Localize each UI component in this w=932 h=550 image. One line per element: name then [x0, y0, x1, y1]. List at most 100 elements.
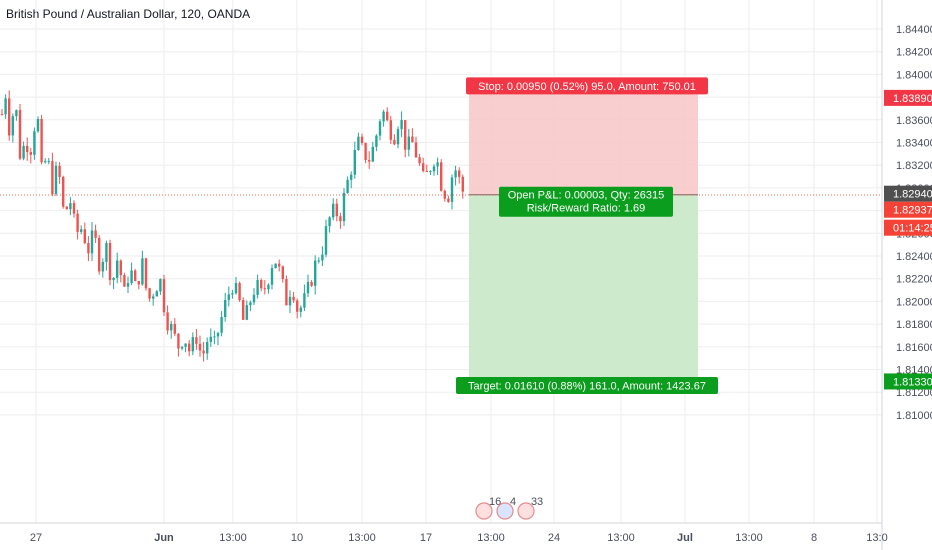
candle-body [288, 296, 292, 306]
candle-body [130, 270, 133, 284]
candle-body [170, 323, 173, 331]
event-count: 4 [510, 496, 516, 508]
candle-body [209, 336, 212, 342]
candle-body [22, 145, 25, 159]
chart-title: British Pound / Australian Dollar, 120, … [6, 7, 251, 21]
candle-body [447, 198, 450, 202]
stop-loss-zone[interactable] [469, 86, 698, 195]
candle-body [238, 283, 241, 301]
countdown-tag: 01:14:25 [893, 223, 932, 235]
candle-body [18, 110, 22, 159]
candle-body [213, 336, 216, 338]
candle-body [180, 346, 184, 349]
candle-body [371, 146, 374, 162]
candle-body [303, 293, 306, 308]
candle-body [317, 260, 320, 262]
candle-body [245, 305, 248, 320]
y-tick-label: 1.82400 [896, 251, 932, 263]
candle-body [310, 281, 313, 286]
candle-body [112, 277, 115, 281]
candle-body [292, 296, 295, 301]
candle-body [141, 258, 144, 285]
y-tick-label: 1.82000 [896, 296, 932, 308]
candle-body [162, 279, 166, 313]
candle-body [386, 111, 389, 121]
y-tick-label: 1.83400 [896, 138, 932, 150]
x-tick-label: 10 [291, 532, 303, 544]
stop-label: Stop: 0.00950 (0.52%) 95.0, Amount: 750.… [478, 81, 696, 93]
candle-body [274, 263, 277, 269]
candle-body [350, 174, 353, 180]
candle-body [188, 343, 191, 352]
y-tick-label: 1.82200 [896, 274, 932, 286]
candle-body [4, 98, 7, 115]
current-price-tag-bg[interactable] [884, 201, 932, 218]
candle-body [422, 163, 425, 172]
event-count: 3 [531, 496, 537, 508]
candle-body [270, 268, 274, 285]
candle-body [393, 139, 396, 145]
candle-body [411, 136, 414, 143]
y-tick-label: 1.81000 [896, 410, 932, 422]
economic-events[interactable]: 16 4 3 3 [475, 496, 543, 520]
y-tick-label: 1.84000 [896, 69, 932, 81]
candle-body [101, 261, 104, 272]
candle-body [339, 216, 342, 222]
candle-body [242, 300, 245, 320]
candle-body [148, 288, 151, 299]
y-tick-label: 1.83600 [896, 115, 932, 127]
entry-price-tag-bg[interactable] [884, 185, 932, 202]
x-tick-label: 13:00 [607, 532, 635, 544]
candle-body [278, 263, 281, 267]
candles [0, 90, 464, 362]
candle-body [184, 343, 187, 347]
candle-body [436, 162, 439, 167]
candle-body [252, 294, 256, 303]
x-axis[interactable]: 27 Jun 13:00 10 13:00 17 13:00 24 13:00 Jul 13:00 8… [0, 522, 888, 544]
candle-body [144, 258, 148, 289]
countdown-tag-bg[interactable] [884, 219, 932, 236]
candle-body [231, 293, 234, 295]
stop-price-tag: 1.83890 [893, 93, 932, 105]
candle-body [418, 157, 421, 164]
candle-body [314, 260, 317, 286]
candle-body [267, 284, 270, 290]
position-labels: Stop: 0.00950 (0.52%) 95.0, Amount: 750.… [456, 77, 718, 394]
x-tick-label: 8 [811, 532, 817, 544]
candle-body [40, 118, 43, 163]
x-tick-label: 24 [548, 532, 560, 544]
candle-body [414, 142, 418, 158]
event-flag-icon[interactable] [517, 502, 535, 520]
y-tick-label: 1.81800 [896, 319, 932, 331]
candle-body [429, 171, 432, 173]
candle-body [335, 203, 338, 217]
x-tick-label: 17 [420, 532, 432, 544]
target-price-tag-bg[interactable] [884, 373, 932, 390]
event-flag-icon[interactable] [496, 502, 514, 520]
candle-body [191, 337, 194, 352]
y-axis[interactable]: 1.844001.842001.840001.838001.836001.834… [881, 0, 932, 550]
candle-body [8, 98, 11, 136]
candle-body [11, 116, 14, 136]
event-flag-icon[interactable] [475, 502, 493, 520]
take-profit-zone[interactable] [469, 194, 698, 378]
candle-body [425, 171, 428, 173]
candle-body [159, 279, 162, 292]
candle-body [440, 162, 443, 191]
x-tick-label: 13:0 [866, 532, 887, 544]
candle-body [33, 131, 36, 155]
candle-body [98, 237, 101, 272]
candle-body [256, 279, 259, 295]
candle-body [224, 299, 227, 318]
candle-body [353, 149, 356, 175]
candle-body [206, 341, 209, 354]
candle-body [360, 136, 364, 144]
candle-body [220, 317, 223, 333]
candle-body [105, 242, 108, 262]
candle-body [260, 279, 263, 289]
candle-body [375, 135, 378, 147]
position-zones[interactable] [469, 86, 698, 378]
stop-price-tag-bg[interactable] [884, 89, 932, 106]
candle-body [76, 213, 79, 232]
